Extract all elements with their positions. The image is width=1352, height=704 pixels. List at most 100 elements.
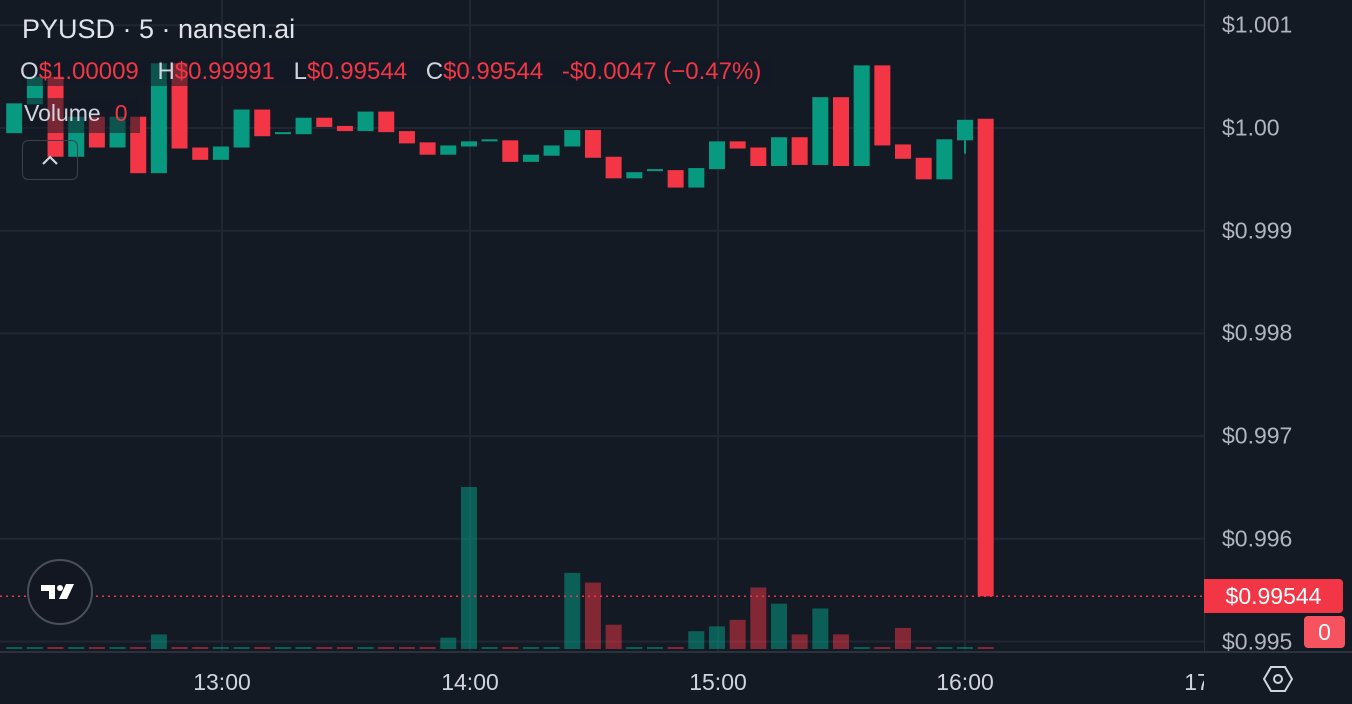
- volume-bar: [812, 608, 829, 649]
- candle: [750, 147, 767, 166]
- volume-bar: [522, 647, 539, 649]
- volume-bar: [26, 647, 43, 649]
- candle: [192, 147, 209, 160]
- price-tick-label: $0.995: [1222, 628, 1293, 654]
- volume-bar: [192, 647, 209, 649]
- volume-bar: [150, 634, 167, 649]
- volume-bar: [378, 647, 395, 649]
- candle: [6, 103, 23, 134]
- open-value: $1.00009: [38, 58, 139, 85]
- volume-bar: [419, 647, 436, 649]
- candle: [729, 141, 746, 149]
- high-value: $0.99991: [174, 58, 275, 85]
- candle: [316, 117, 333, 127]
- candle: [378, 111, 395, 133]
- time-tick-label: 15:00: [689, 669, 747, 695]
- volume-bar: [460, 487, 477, 649]
- change-value: -$0.0047 (−0.47%): [561, 58, 762, 85]
- candle: [874, 65, 891, 146]
- candle: [419, 142, 436, 155]
- volume-bar: [750, 587, 767, 649]
- volume-label: Volume: [24, 100, 101, 126]
- candle: [791, 137, 808, 165]
- open-label: O: [20, 58, 39, 85]
- volume-bar: [88, 647, 105, 649]
- candle: [977, 118, 994, 597]
- low-label: L: [293, 58, 307, 85]
- candlestick-chart[interactable]: [0, 0, 1204, 651]
- price-tick-label: $0.999: [1222, 217, 1293, 244]
- volume-bar: [688, 631, 705, 649]
- volume-bar: [398, 647, 415, 649]
- volume-bar: [274, 647, 291, 649]
- candle: [295, 117, 312, 135]
- price-tick-label: $0.997: [1222, 422, 1293, 449]
- volume-bar: [977, 647, 994, 649]
- volume-bar: [543, 647, 560, 649]
- volume-legend[interactable]: Volume 0: [22, 98, 140, 133]
- volume-bar: [584, 582, 601, 649]
- volume-bar: [626, 647, 643, 649]
- tradingview-logo-icon: [41, 584, 74, 599]
- volume-bar: [915, 647, 932, 649]
- close-value: $0.99544: [443, 58, 544, 85]
- price-axis[interactable]: $1.001 $1.00 $0.999 $0.998 $0.997 $0.996 $0.99…: [1204, 0, 1352, 654]
- volume-bar: [254, 647, 271, 649]
- time-tick-label: 13:00: [193, 669, 251, 695]
- settings-hexagon-icon[interactable]: [1262, 664, 1294, 694]
- volume-bar: [481, 647, 498, 649]
- volume-bar: [130, 647, 147, 649]
- time-tick-label: 14:00: [441, 669, 499, 695]
- symbol-title: PYUSD · 5 · nansen.ai: [22, 14, 296, 44]
- volume-bar: [212, 647, 229, 649]
- volume-bar: [729, 619, 746, 649]
- volume-bar: [667, 647, 684, 649]
- candle: [233, 109, 250, 148]
- candle: [398, 131, 415, 144]
- candle: [502, 140, 519, 162]
- candle: [770, 137, 787, 166]
- volume-bar: [853, 647, 870, 649]
- chevron-up-icon: [42, 155, 58, 165]
- candle: [853, 65, 870, 166]
- candle: [915, 157, 932, 180]
- candle: [833, 97, 849, 166]
- candle: [336, 125, 353, 132]
- volume-bar: [336, 647, 353, 649]
- candle: [895, 144, 912, 159]
- candle: [357, 111, 374, 132]
- volume-bar: [109, 647, 126, 649]
- volume-bar: [791, 634, 808, 649]
- volume-bar: [770, 603, 787, 649]
- price-tick-label: $1.001: [1222, 11, 1293, 38]
- volume-bar: [605, 624, 622, 649]
- volume-bar: [502, 647, 519, 649]
- candle: [667, 170, 684, 188]
- chart-plot-area[interactable]: [0, 0, 1204, 651]
- candle: [605, 156, 622, 179]
- volume-bar: [874, 647, 891, 649]
- candle: [440, 145, 457, 155]
- candle: [646, 169, 663, 172]
- volume-bar: [68, 647, 85, 649]
- candle: [522, 154, 539, 162]
- candle: [460, 141, 477, 147]
- time-tick-label: 16:00: [936, 669, 994, 695]
- volume-bar: [708, 626, 725, 649]
- candle: [626, 172, 643, 179]
- last-price-tag: $0.99544: [1204, 579, 1343, 613]
- high-label: H: [157, 58, 175, 85]
- candle: [212, 146, 229, 160]
- time-axis[interactable]: 13:00 14:00 15:00 16:00 17:00: [0, 651, 1352, 704]
- volume-bar: [233, 647, 250, 649]
- candle: [812, 97, 829, 165]
- candle: [564, 130, 581, 147]
- ohlc-legend: O$1.00009 H$0.99991 L$0.99544 C$0.99544 …: [20, 58, 774, 86]
- tradingview-logo[interactable]: [27, 559, 93, 625]
- volume-tag: 0: [1304, 616, 1345, 648]
- price-tick-label: $0.998: [1222, 319, 1293, 346]
- close-label: C: [425, 58, 444, 85]
- candle: [481, 139, 498, 142]
- low-value: $0.99544: [306, 58, 408, 85]
- collapse-legend-button[interactable]: [22, 140, 78, 180]
